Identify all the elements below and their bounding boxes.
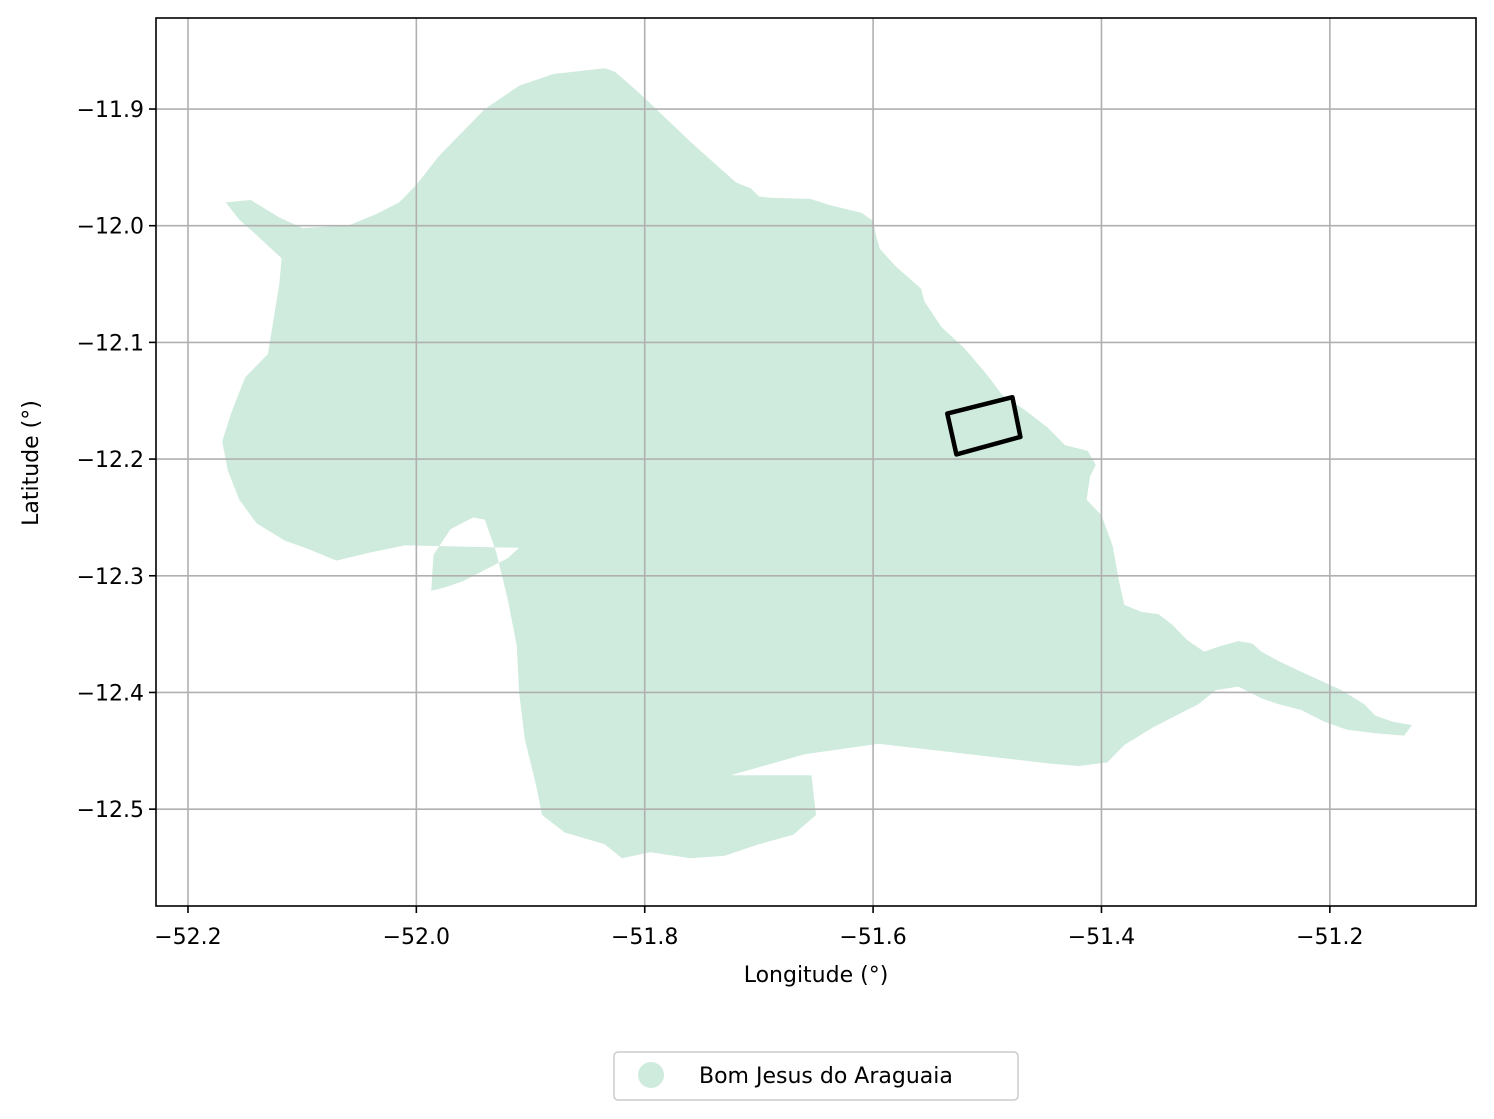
y-tick-label: −11.9	[77, 98, 144, 123]
x-tick-label: −52.0	[383, 925, 450, 950]
y-tick-label: −12.1	[77, 331, 144, 356]
grid-lines	[156, 18, 1476, 906]
x-tick-label: −51.2	[1296, 925, 1363, 950]
plot-area	[155, 17, 1477, 907]
legend-swatch-marker	[638, 1062, 664, 1088]
y-tick-label: −12.4	[77, 681, 144, 706]
y-tick-label: −12.2	[77, 448, 144, 473]
outline-rectangle	[945, 394, 1023, 457]
x-axis-label: Longitude (°)	[744, 963, 889, 988]
x-tick-label: −51.4	[1068, 925, 1135, 950]
y-tick-label: −12.0	[77, 215, 144, 240]
legend: Bom Jesus do Araguaia	[613, 1051, 1019, 1101]
plot-frame	[155, 17, 1477, 907]
x-tick-label: −51.8	[611, 925, 678, 950]
y-tick-label: −12.5	[77, 798, 144, 823]
region-polygon	[222, 68, 1413, 859]
x-tick-label: −51.6	[839, 925, 906, 950]
y-axis-label: Latitude (°)	[19, 400, 44, 526]
legend-label: Bom Jesus do Araguaia	[699, 1064, 953, 1089]
x-axis: −52.2 −52.0 −51.8 −51.6 −51.4 −51.2	[154, 906, 1364, 950]
legend-box	[613, 1051, 1019, 1101]
x-tick-label: −52.2	[154, 925, 221, 950]
y-tick-label: −12.3	[77, 565, 144, 590]
y-axis: −11.9 −12.0 −12.1 −12.2 −12.3 −12.4 −12.5	[77, 98, 156, 823]
